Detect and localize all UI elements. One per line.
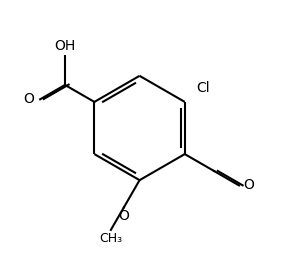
Text: O: O: [243, 178, 254, 193]
Text: OH: OH: [54, 39, 76, 53]
Text: O: O: [118, 209, 129, 222]
Text: CH₃: CH₃: [99, 232, 122, 245]
Text: Cl: Cl: [196, 81, 210, 95]
Text: O: O: [23, 92, 34, 106]
